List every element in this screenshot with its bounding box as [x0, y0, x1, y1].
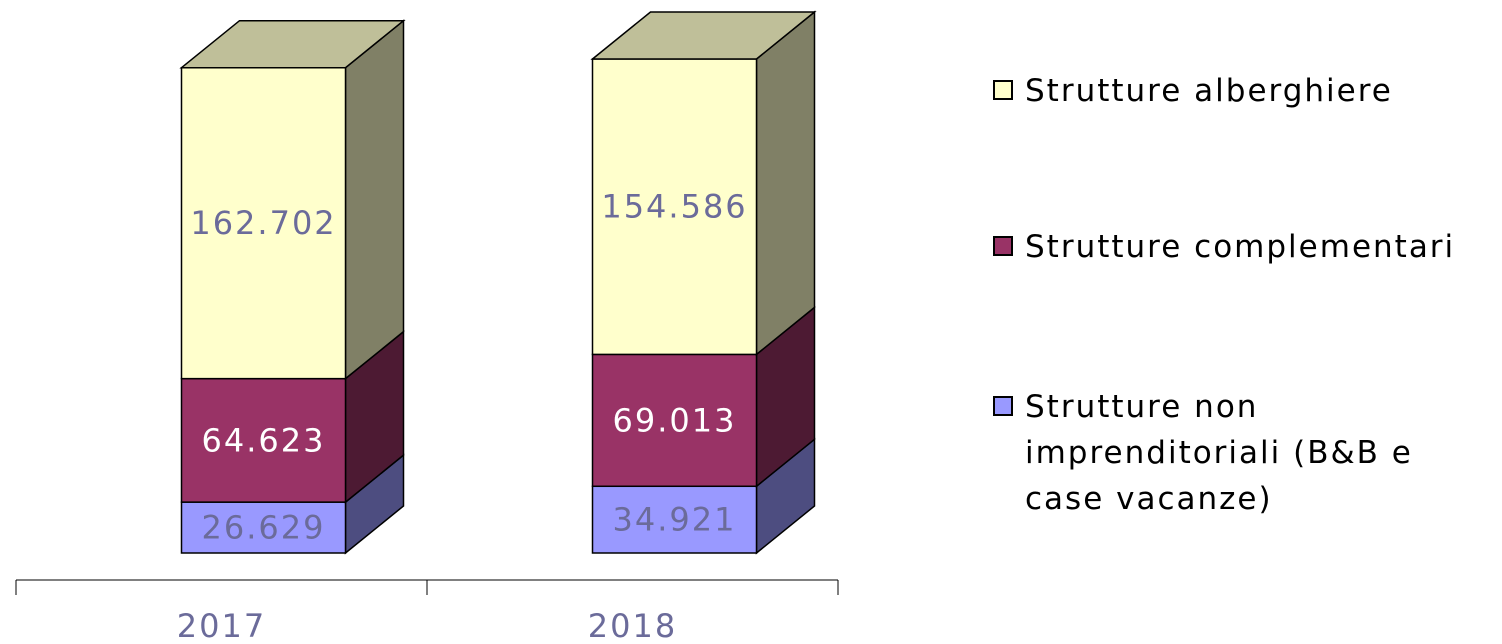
bar	[180, 501, 347, 554]
legend-label: Strutture alberghiere	[1025, 73, 1393, 109]
value-label: 69.013	[613, 401, 737, 439]
value-label: 64.623	[202, 421, 326, 459]
legend-entry: Strutture alberghiere	[993, 68, 1495, 114]
legend-swatch	[993, 236, 1013, 256]
legend-swatch	[993, 396, 1013, 416]
legend-entry: Strutture non imprenditoriali (B&B e cas…	[993, 384, 1465, 522]
bar	[591, 485, 758, 554]
bar	[180, 66, 347, 380]
legend-label: Strutture non imprenditoriali (B&B e cas…	[1025, 389, 1413, 517]
x-tick-label: 2017	[177, 607, 266, 644]
bar-top	[590, 11, 817, 60]
bar-side	[344, 19, 405, 381]
legend-label: Strutture complementari	[1025, 229, 1456, 265]
legend-swatch	[993, 80, 1013, 100]
bar-top	[179, 19, 406, 69]
x-tick-label: 2018	[588, 607, 677, 644]
legend-entry: Strutture complementari	[993, 224, 1495, 270]
bar	[591, 58, 758, 356]
value-label: 162.702	[190, 204, 336, 242]
value-label: 26.629	[202, 509, 326, 547]
bar-side	[755, 10, 816, 356]
value-label: 154.586	[601, 188, 747, 226]
bar	[591, 353, 758, 488]
value-label: 34.921	[613, 501, 737, 539]
